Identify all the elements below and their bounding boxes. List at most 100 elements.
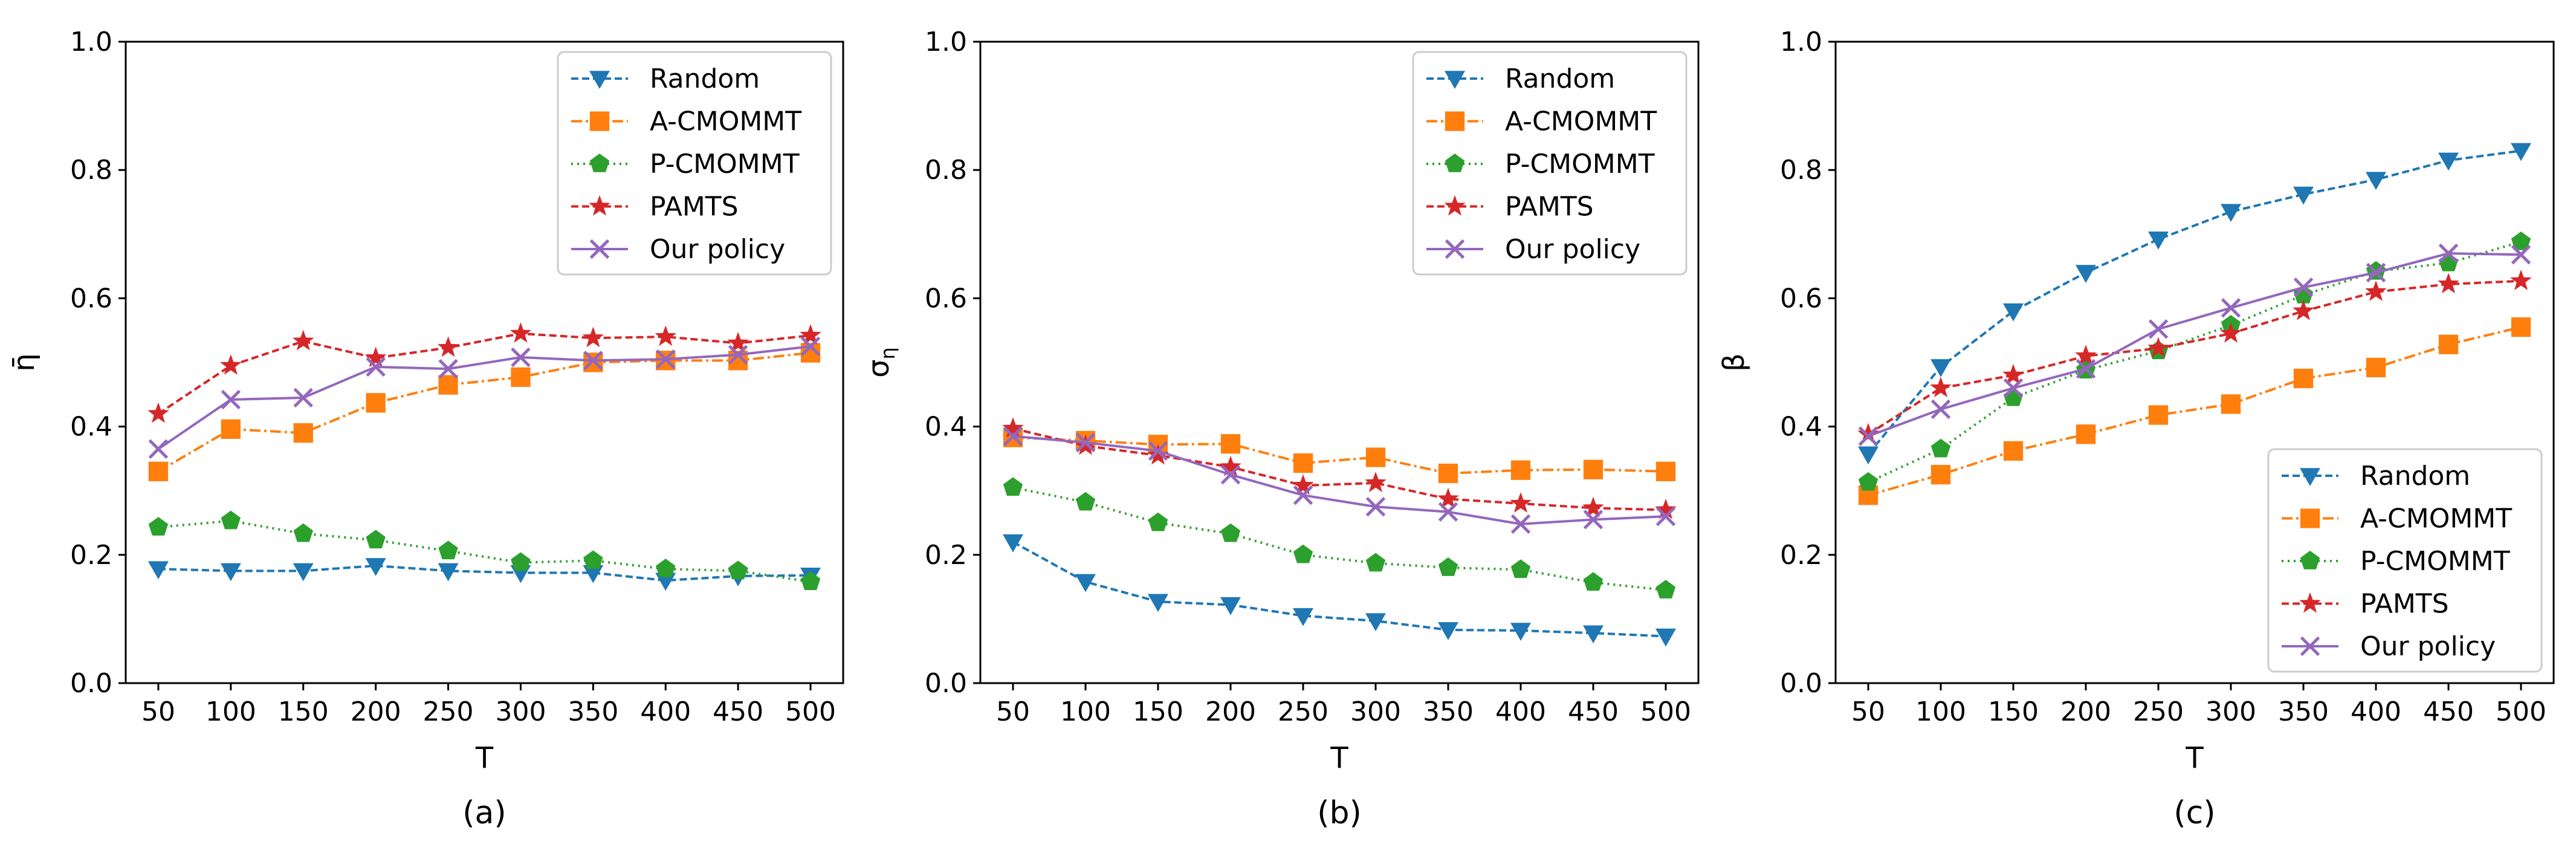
chart-c-series-2-point-1 <box>1930 438 1951 458</box>
chart-b-series-4-point-6-stroke-b <box>1438 502 1458 522</box>
chart-a-caption: (a) <box>462 795 506 831</box>
chart-b-series-4-point-7-stroke-b <box>1510 514 1531 534</box>
chart-panel-c: T β (c) 0.0 0.2 0.4 0.6 0.8 1.0 50 100 150 200 250… <box>1717 27 2555 831</box>
chart-b-y-label-sub: η <box>876 347 899 359</box>
chart-c-series-3-point-0 <box>1857 423 1879 444</box>
chart-b-series-4-point-1-stroke-b <box>1075 432 1096 453</box>
chart-b-series-4-point-2-stroke-b <box>1148 441 1168 461</box>
chart-b-series-4-point-8-stroke-b <box>1583 510 1604 530</box>
chart-a-legend-marker-2 <box>589 154 610 172</box>
chart-c-series-4-point-3-stroke-b <box>2076 358 2096 379</box>
chart-b-series-2-point-9 <box>1655 580 1676 598</box>
chart-b-legend-label-0: Random <box>1505 63 1615 94</box>
chart-b-series-3-point-2 <box>1147 444 1169 465</box>
chart-a-legend-marker-3 <box>589 195 610 216</box>
chart-b-series-0-point-2 <box>1148 594 1168 612</box>
chart-c-legend-label-4: Our policy <box>2360 631 2496 662</box>
chart-b-series-4-point-9 <box>1655 506 1676 527</box>
chart-c-legend-marker-2 <box>2300 551 2320 569</box>
chart-c-series-0-point-2 <box>2003 303 2024 322</box>
chart-b-series-4-point-1 <box>1075 432 1096 453</box>
chart-c-series-4-point-3 <box>2076 358 2096 379</box>
chart-c-series-4-point-5-stroke-b <box>2221 298 2241 318</box>
chart-a-series-line-0 <box>158 564 811 582</box>
chart-c-legend-marker-0 <box>2300 468 2320 486</box>
chart-c-y-tick-label-0: 0.0 <box>1780 668 1822 699</box>
chart-c-series-1-point-7 <box>2366 357 2386 378</box>
chart-b-series-1-point-9 <box>1655 461 1676 482</box>
chart-a-series-1-point-5 <box>511 367 531 388</box>
chart-a-legend: Random A-CMOMMT P-CMOMMT PAMTS Our policy <box>557 51 832 276</box>
chart-a-series-0-point-7 <box>655 572 676 591</box>
chart-a-series-4-point-0-stroke-b <box>148 439 169 459</box>
chart-b-x-tick-label-2: 150 <box>1133 696 1183 727</box>
chart-b-x-tick-label-9: 500 <box>1640 696 1691 727</box>
chart-b-series-1-point-7 <box>1510 460 1531 480</box>
chart-b-y-tick-label-4: 0.8 <box>925 155 967 186</box>
chart-a-series-0-point-6 <box>583 565 604 583</box>
chart-c-caption: (c) <box>2173 795 2215 831</box>
chart-b-series-4-point-3 <box>1220 464 1241 485</box>
chart-b-series-2-point-3 <box>1220 523 1241 542</box>
chart-b-y-tick-label-0: 0.0 <box>925 668 967 699</box>
chart-b-series-4-point-5-stroke-b <box>1365 497 1386 517</box>
chart-a-series-line-3 <box>157 332 811 415</box>
chart-c-series-0-point-8 <box>2438 152 2459 171</box>
chart-a-series-4-point-2 <box>293 388 313 408</box>
chart-a-series-4-point-7-stroke-b <box>656 349 676 369</box>
chart-c-series-4-point-4 <box>2148 319 2169 339</box>
chart-a-series-4-point-9-stroke-b <box>800 336 821 357</box>
chart-c-y-label: β <box>1717 353 1751 372</box>
chart-b-y-tick-label-5: 1.0 <box>925 27 967 57</box>
chart-b-x-tick-label-1: 100 <box>1060 696 1111 727</box>
chart-a-series-0-point-4 <box>438 563 459 582</box>
chart-a-series-1-point-4 <box>438 375 458 395</box>
chart-b-series-2-point-7 <box>1510 559 1531 578</box>
chart-c-series-line-0 <box>1867 149 2522 455</box>
chart-c-y-tick-label-2: 0.4 <box>1780 412 1822 443</box>
chart-c-x-tick-label-7: 400 <box>2351 696 2401 727</box>
chart-b-series-4-point-4-stroke-b <box>1293 485 1313 505</box>
chart-b-legend-label-3: PAMTS <box>1505 192 1594 222</box>
chart-a-series-3-point-1 <box>220 354 242 375</box>
chart-b-series-3-point-4 <box>1292 474 1314 495</box>
chart-b-y-label-main: σ <box>862 359 896 377</box>
chart-a-series-4-point-3 <box>366 357 386 377</box>
chart-c-series-4-point-7 <box>2366 262 2386 283</box>
chart-a-x-tick-label-3: 200 <box>351 696 401 727</box>
chart-a-series-3-point-6 <box>582 326 604 348</box>
chart-b-series-3-point-9 <box>1655 498 1677 519</box>
chart-a-legend-marker-0 <box>589 71 610 89</box>
chart-a-series-0-point-3 <box>365 558 386 576</box>
chart-b-series-4-point-6 <box>1438 502 1458 522</box>
chart-c-y-tick-label-5: 1.0 <box>1780 27 1822 57</box>
chart-a-series-4-point-6-stroke-b <box>583 351 603 371</box>
chart-b-series-2-point-6 <box>1438 557 1458 576</box>
chart-b-series-3-point-7 <box>1510 492 1532 513</box>
chart-b-series-line-2 <box>1012 486 1666 592</box>
chart-b-series-1-point-8 <box>1583 459 1604 479</box>
chart-a-series-1-point-1 <box>221 419 241 439</box>
chart-b-legend-label-4: Our policy <box>1505 234 1640 265</box>
chart-a-legend-marker-4 <box>589 239 610 259</box>
chart-c-x-tick-label-2: 150 <box>1988 696 2039 727</box>
chart-c-series-3-point-2 <box>2002 364 2024 384</box>
chart-c-x-tick-label-6: 350 <box>2278 696 2329 727</box>
chart-a-legend-label-2: P-CMOMMT <box>650 149 800 180</box>
chart-b-legend-marker-1 <box>1445 111 1465 131</box>
chart-c-series-4-point-9-stroke-b <box>2511 245 2531 265</box>
chart-a-series-1-point-2 <box>293 423 313 443</box>
chart-b-x-tick-label-8: 450 <box>1568 696 1619 727</box>
chart-a-y-tick-label-0: 0.0 <box>70 668 112 699</box>
chart-c-series-3-point-7 <box>2365 281 2387 301</box>
chart-a-series-2-point-5 <box>511 552 531 571</box>
chart-c-series-3-point-5 <box>2220 322 2242 343</box>
chart-a-x-tick-label-0: 50 <box>141 696 175 727</box>
chart-b-series-1-point-3 <box>1220 434 1241 454</box>
chart-a-series-3-point-7 <box>655 325 677 346</box>
chart-c-series-3-point-8 <box>2438 273 2459 294</box>
chart-a-legend-marker-4-stroke-b <box>589 239 610 259</box>
chart-b-legend-marker-4 <box>1445 239 1465 259</box>
chart-c-series-1-point-1 <box>1930 465 1951 485</box>
chart-a-series-2-point-9 <box>800 571 821 591</box>
